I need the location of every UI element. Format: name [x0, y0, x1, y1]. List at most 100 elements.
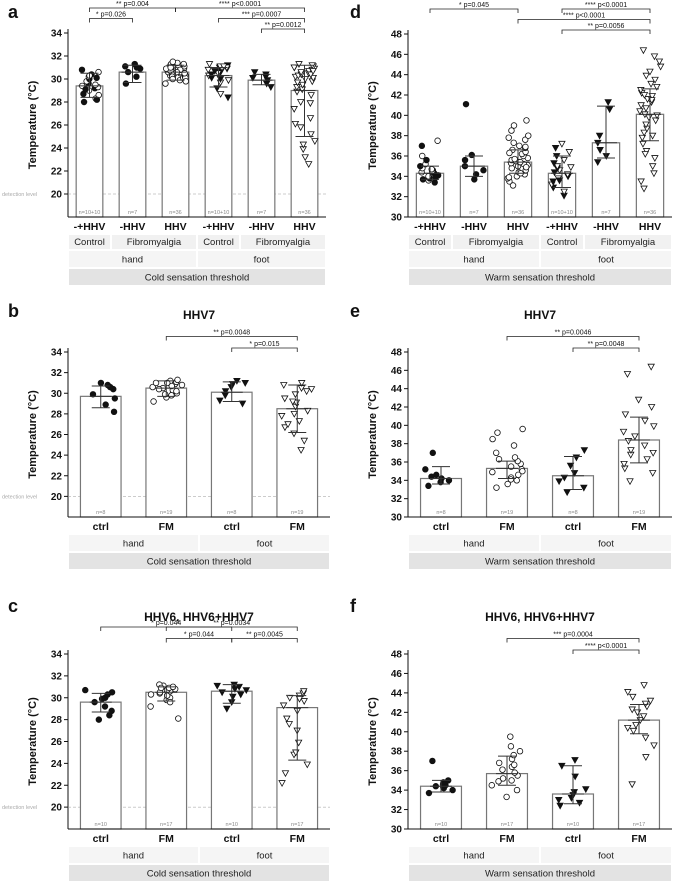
panel-label: d: [350, 2, 361, 22]
site-label-0: hand: [463, 255, 484, 266]
category-label-1: -HHV: [120, 221, 146, 233]
y-axis-label: Temperature (°C): [27, 80, 39, 169]
n-label-1: n=7: [469, 210, 478, 216]
data-point-0: [108, 707, 115, 715]
category-label-3: FM: [290, 833, 305, 845]
group-label-1: Fibromyalgia: [127, 237, 182, 248]
data-point-5: [651, 76, 659, 84]
data-point-5: [650, 170, 658, 178]
n-label-0: n=10: [435, 822, 447, 828]
data-point-5: [646, 68, 654, 76]
category-label-1: FM: [159, 521, 174, 533]
threshold-label: Warm sensation threshold: [485, 557, 595, 568]
significance-label-2: **** p<0.0001: [219, 1, 261, 8]
category-label-4: -HHV: [249, 221, 275, 233]
data-point-3: [303, 761, 312, 769]
y-axis-label: Temperature (°C): [27, 390, 39, 479]
data-point-3: [628, 781, 636, 789]
category-label-1: FM: [159, 833, 174, 845]
y-tick-label: 34: [51, 348, 63, 359]
data-point-5: [311, 138, 319, 146]
y-tick-label: 48: [391, 650, 403, 661]
data-point-3: [297, 447, 305, 454]
data-point-1: [174, 376, 181, 384]
data-point-3: [632, 722, 640, 729]
data-point-1: [133, 73, 140, 80]
y-axis-label: Temperature (°C): [367, 81, 379, 170]
data-point-2: [508, 127, 515, 134]
data-point-1: [147, 691, 155, 698]
data-point-1: [511, 769, 518, 776]
data-point-3: [295, 418, 304, 426]
significance-bracket-3: [561, 29, 651, 34]
y-tick-label: 20: [51, 492, 63, 503]
data-point-3: [290, 410, 299, 418]
y-tick-label: 34: [391, 476, 403, 487]
n-label-4: n=7: [257, 210, 266, 216]
significance-label-2: **** p<0.0001: [563, 13, 605, 20]
data-point-3: [550, 160, 558, 168]
data-point-0: [82, 686, 89, 694]
significance-label-3: *** p=0.0007: [242, 12, 282, 19]
data-point-3: [641, 417, 649, 425]
data-point-5: [648, 93, 657, 100]
panel-label: f: [350, 596, 357, 616]
y-tick-label: 46: [391, 50, 403, 61]
data-point-0: [422, 466, 429, 473]
data-point-5: [636, 108, 644, 116]
y-tick-label: 30: [51, 389, 63, 400]
group-label-3: Fibromyalgia: [256, 237, 311, 248]
data-point-4: [267, 84, 275, 91]
data-point-0: [95, 68, 102, 76]
n-label-2: n=10: [567, 822, 579, 828]
data-point-5: [656, 63, 665, 71]
data-point-2: [522, 163, 530, 171]
data-point-2: [510, 139, 517, 146]
data-point-0: [423, 156, 430, 164]
n-label-0: n=10: [95, 822, 107, 828]
data-point-5: [306, 115, 315, 123]
data-point-3: [207, 71, 216, 79]
bar-2: [161, 71, 190, 218]
significance-bracket-2: [517, 19, 651, 24]
data-point-5: [637, 102, 645, 110]
data-point-1: [519, 467, 526, 475]
data-point-0: [434, 137, 441, 144]
site-box-1: [200, 847, 329, 863]
data-point-5: [290, 64, 299, 72]
data-point-3: [553, 163, 562, 171]
data-point-4: [593, 159, 602, 167]
y-tick-label: 30: [51, 75, 63, 86]
y-tick-label: 44: [391, 688, 403, 699]
data-point-5: [651, 155, 659, 162]
data-point-1: [489, 468, 496, 476]
category-label-0: ctrl: [433, 833, 449, 845]
data-point-3: [641, 734, 650, 742]
category-label-3: FM: [631, 833, 646, 845]
group-box-3: [585, 235, 671, 249]
category-label-3: -+HHV: [203, 221, 235, 233]
data-point-5: [309, 74, 318, 82]
n-label-0: n=10+10: [79, 210, 101, 216]
data-point-3: [555, 177, 564, 185]
y-tick-label: 38: [391, 747, 403, 758]
y-tick-label: 48: [391, 30, 403, 41]
data-point-1: [508, 777, 515, 784]
data-point-3: [302, 388, 311, 396]
y-axis-label: Temperature (°C): [27, 697, 39, 786]
group-box-3: [241, 235, 325, 249]
data-point-5: [299, 141, 308, 149]
n-label-0: n=8: [436, 510, 445, 516]
data-point-3: [278, 780, 286, 787]
site-box-1: [541, 535, 671, 551]
data-point-4: [605, 106, 614, 114]
significance-label-1: * p=0.015: [249, 341, 279, 348]
n-label-2: n=36: [512, 210, 524, 216]
data-point-5: [640, 185, 648, 193]
data-point-2: [572, 454, 581, 462]
data-point-3: [224, 77, 233, 85]
data-point-3: [650, 742, 658, 750]
data-point-0: [429, 757, 436, 765]
data-point-5: [306, 100, 315, 108]
